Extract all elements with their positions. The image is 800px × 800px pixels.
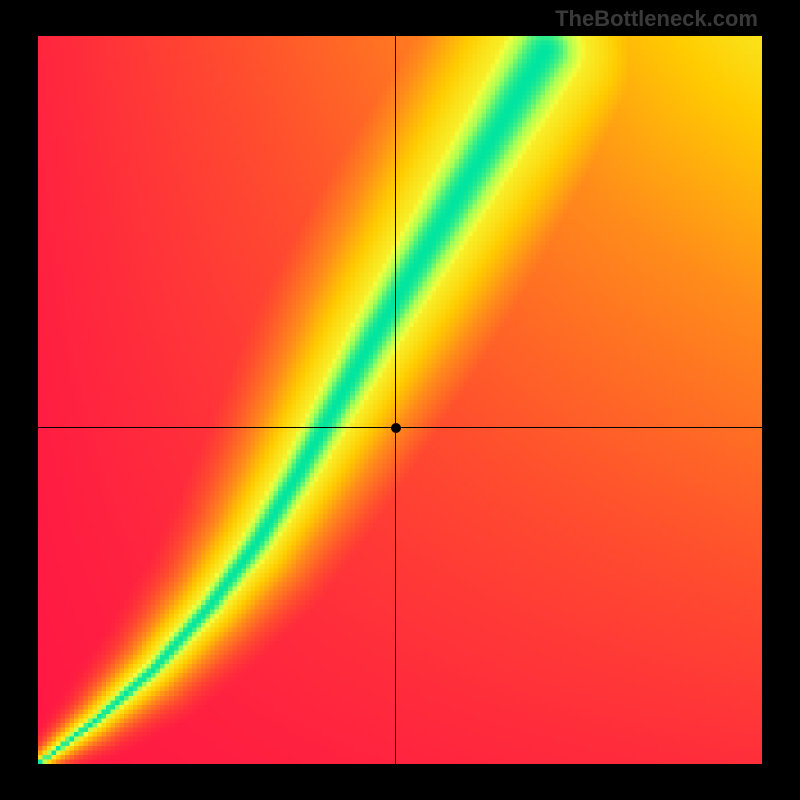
heatmap-plot <box>38 36 762 764</box>
watermark-text: TheBottleneck.com <box>555 6 758 32</box>
crosshair-vertical <box>395 36 396 764</box>
intersection-marker <box>391 423 401 433</box>
heatmap-canvas <box>38 36 762 764</box>
